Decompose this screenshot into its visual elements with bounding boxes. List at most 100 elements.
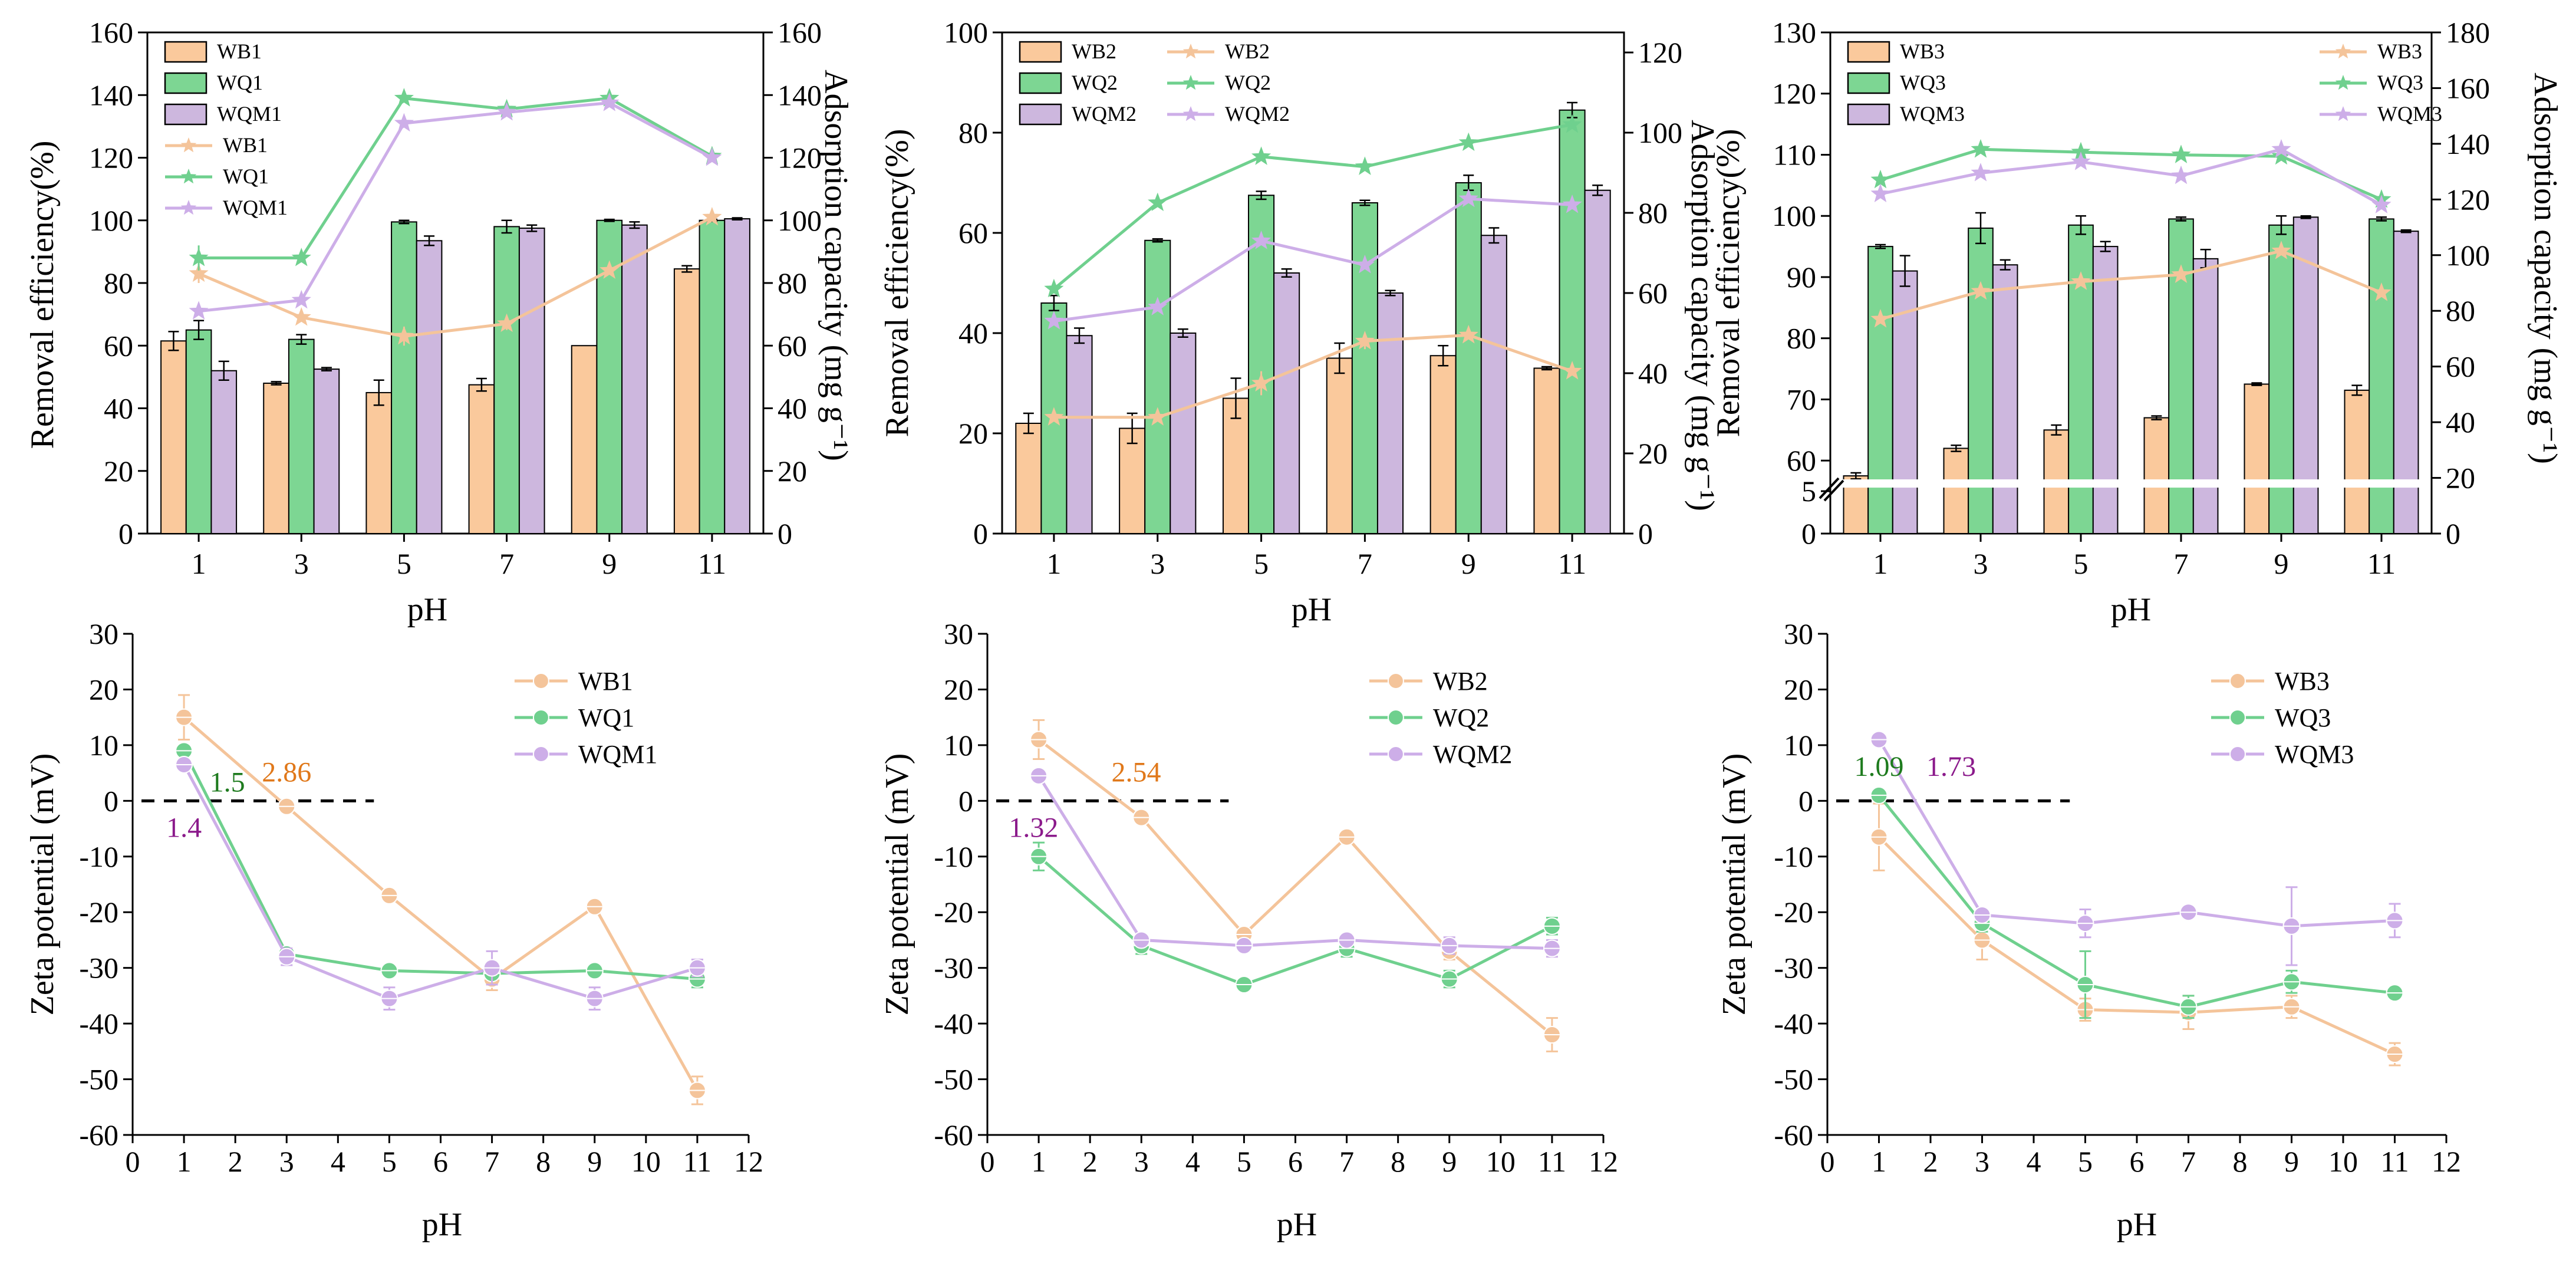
y-right-tick-label: 40 bbox=[2446, 406, 2475, 439]
y-tick-label: -50 bbox=[934, 1063, 973, 1096]
y-tick-label: -30 bbox=[934, 952, 973, 985]
bar-WQM3 bbox=[1992, 264, 2018, 534]
x-tick-label: 8 bbox=[1391, 1145, 1405, 1178]
bar-WB1 bbox=[365, 391, 393, 534]
x-tick-label: 4 bbox=[2027, 1145, 2041, 1178]
marker-WQ2 bbox=[1458, 132, 1478, 152]
marker-WB3 bbox=[2271, 241, 2291, 259]
marker-WQM1 bbox=[189, 301, 209, 320]
axis-break-mark bbox=[1819, 477, 1840, 499]
y-right-tick-label: 80 bbox=[2446, 294, 2475, 327]
crossover-annotation: 1.4 bbox=[166, 812, 202, 844]
y-right-tick-label: 80 bbox=[778, 266, 807, 300]
x-tick-label: 3 bbox=[1150, 547, 1165, 580]
y-tick-label: -60 bbox=[79, 1118, 118, 1151]
y-tick-label: 40 bbox=[104, 392, 133, 425]
top-1-xlabel: pH bbox=[407, 591, 447, 628]
legend-label: WB2 bbox=[1433, 667, 1488, 696]
bar-WB3 bbox=[1943, 447, 1969, 535]
bar-WQ1 bbox=[185, 329, 212, 534]
y-right-tick-label: 160 bbox=[778, 16, 822, 49]
bar-WQ2 bbox=[1351, 202, 1378, 534]
x-tick-label: 1 bbox=[192, 547, 206, 580]
bar-WQ1 bbox=[699, 219, 726, 534]
y-tick-label: 30 bbox=[89, 617, 118, 650]
y-right-tick-label: 100 bbox=[2446, 239, 2490, 272]
crossover-annotation: 1.5 bbox=[210, 766, 245, 798]
x-tick-label: 9 bbox=[2284, 1145, 2299, 1178]
legend-label: WQ2 bbox=[1433, 703, 1489, 732]
legend-label: WQM2 bbox=[1433, 740, 1512, 769]
bar-WQM2 bbox=[1273, 272, 1300, 534]
legend-swatch-marker bbox=[1387, 673, 1404, 689]
legend-label: WQ1 bbox=[217, 71, 263, 94]
x-tick-label: 0 bbox=[126, 1145, 140, 1178]
y-right-tick-label: 20 bbox=[1638, 437, 1668, 470]
y-right-tick-label: 120 bbox=[778, 141, 822, 175]
legend-swatch-marker bbox=[2335, 106, 2351, 121]
line-WQM2 bbox=[1053, 197, 1573, 323]
zeta-line-WB3 bbox=[1877, 835, 2396, 1056]
top-1-ylabel-right: Adsorption capacity (mg g⁻¹) bbox=[818, 70, 854, 461]
marker-WQM2 bbox=[1044, 311, 1064, 330]
x-tick-label: 11 bbox=[2380, 1145, 2409, 1178]
x-tick-label: 12 bbox=[2432, 1145, 2461, 1178]
line-WB1 bbox=[198, 216, 713, 338]
x-tick-label: 11 bbox=[1558, 547, 1586, 580]
bar-WQM1 bbox=[724, 218, 750, 534]
top-3-ylabel-right-main: Adsorption capacity (mg g⁻¹) bbox=[2527, 73, 2564, 464]
top-2-ylabel: Removal efficiency(%) bbox=[879, 129, 915, 437]
x-tick-label: 5 bbox=[2074, 547, 2089, 580]
y-tick-label: 20 bbox=[104, 455, 133, 488]
y-tick-label: -60 bbox=[1774, 1118, 1813, 1151]
y-tick-label: 0 bbox=[958, 784, 973, 817]
legend-swatch-marker bbox=[1387, 709, 1404, 726]
x-tick-label: 11 bbox=[683, 1145, 711, 1178]
y-tick-label: 0 bbox=[973, 517, 988, 550]
x-tick-label: 1 bbox=[177, 1145, 192, 1178]
top-1-ylabel: Removal efficiency(%) bbox=[24, 141, 61, 449]
y-tick-label: 60 bbox=[1787, 444, 1816, 477]
y-tick-label: 60 bbox=[958, 216, 988, 249]
y-tick-label: 100 bbox=[944, 16, 988, 49]
legend-swatch-marker bbox=[1182, 44, 1199, 59]
marker-WQM3 bbox=[2371, 195, 2391, 213]
bar-WB3 bbox=[2244, 383, 2270, 534]
legend-swatch-marker bbox=[532, 673, 549, 689]
bar-WQM3 bbox=[2393, 231, 2419, 534]
y-tick-label: 90 bbox=[1787, 261, 1816, 294]
x-tick-label: 0 bbox=[980, 1145, 995, 1178]
marker-WB3 bbox=[1870, 308, 1890, 328]
marker-WB3 bbox=[2371, 282, 2391, 301]
bar-WQ1 bbox=[391, 221, 417, 534]
y-tick-label: 80 bbox=[958, 116, 988, 149]
bottom-2-xlabel: pH bbox=[1277, 1206, 1317, 1243]
legend-label: WQM1 bbox=[217, 102, 282, 126]
legend-swatch-marker bbox=[180, 200, 197, 215]
x-tick-label: 10 bbox=[631, 1145, 661, 1178]
legend-swatch-marker bbox=[180, 169, 197, 184]
marker-WB1 bbox=[394, 325, 414, 345]
marker-WQM3 bbox=[2171, 165, 2191, 185]
bar-WQM2 bbox=[1170, 333, 1197, 534]
x-tick-label: 0 bbox=[1820, 1145, 1835, 1178]
y-tick-label: -60 bbox=[934, 1118, 973, 1151]
line-WB3 bbox=[1880, 249, 2382, 321]
axis-break-band bbox=[1831, 479, 2430, 488]
line-WB2 bbox=[1053, 333, 1573, 419]
y-right-tick-label: 100 bbox=[778, 204, 822, 237]
marker-WQM3 bbox=[2271, 139, 2291, 158]
y-tick-label: 20 bbox=[958, 417, 988, 450]
legend-swatch-marker bbox=[2229, 746, 2246, 762]
bar-WB1 bbox=[160, 340, 187, 534]
marker-WB1 bbox=[497, 313, 517, 333]
bottom-2-ylabel: Zeta potential (mV) bbox=[879, 753, 915, 1016]
legend-swatch-bar bbox=[1019, 72, 1062, 94]
bar-WQ3 bbox=[1968, 227, 1994, 534]
line-WQ3 bbox=[1880, 147, 2382, 201]
bar-WB1 bbox=[571, 345, 598, 534]
bar-WQM2 bbox=[1066, 335, 1093, 534]
